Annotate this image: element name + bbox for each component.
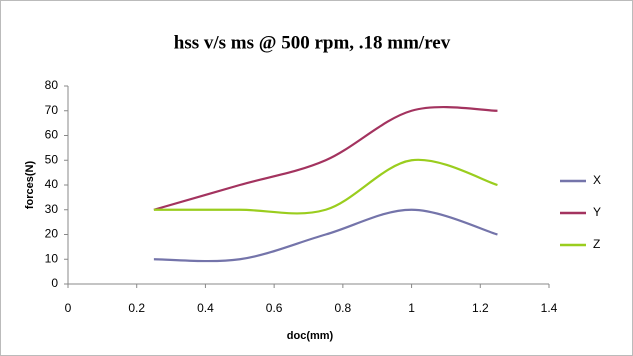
legend-label: Z xyxy=(593,237,600,251)
y-tick-label: 50 xyxy=(45,152,59,166)
legend-label: X xyxy=(593,173,601,187)
x-axis-title: doc(mm) xyxy=(287,330,334,342)
y-tick-label: 0 xyxy=(51,276,58,290)
legend-label: Y xyxy=(593,205,601,219)
y-tick-label: 40 xyxy=(45,177,59,191)
x-tick-label: 0.2 xyxy=(128,301,145,315)
x-tick-label: 1 xyxy=(408,301,415,315)
y-tick-label: 80 xyxy=(45,78,59,92)
x-tick-label: 0 xyxy=(65,301,72,315)
series-line xyxy=(153,106,498,211)
y-axis-title: forces(N) xyxy=(24,161,36,210)
series-line xyxy=(153,158,498,215)
chart-title: hss v/s ms @ 500 rpm, .18 mm/rev xyxy=(174,32,451,53)
y-tick-label: 70 xyxy=(45,103,59,117)
series-line xyxy=(153,208,498,263)
y-tick-label: 20 xyxy=(45,227,59,241)
x-tick-label: 0.6 xyxy=(266,301,283,315)
x-tick-label: 0.4 xyxy=(197,301,214,315)
x-tick-label: 1.4 xyxy=(541,301,558,315)
y-tick-label: 30 xyxy=(45,202,59,216)
y-tick-label: 10 xyxy=(45,251,59,265)
x-tick-label: 0.8 xyxy=(335,301,352,315)
y-tick-label: 60 xyxy=(45,128,59,142)
x-tick-label: 1.2 xyxy=(472,301,489,315)
